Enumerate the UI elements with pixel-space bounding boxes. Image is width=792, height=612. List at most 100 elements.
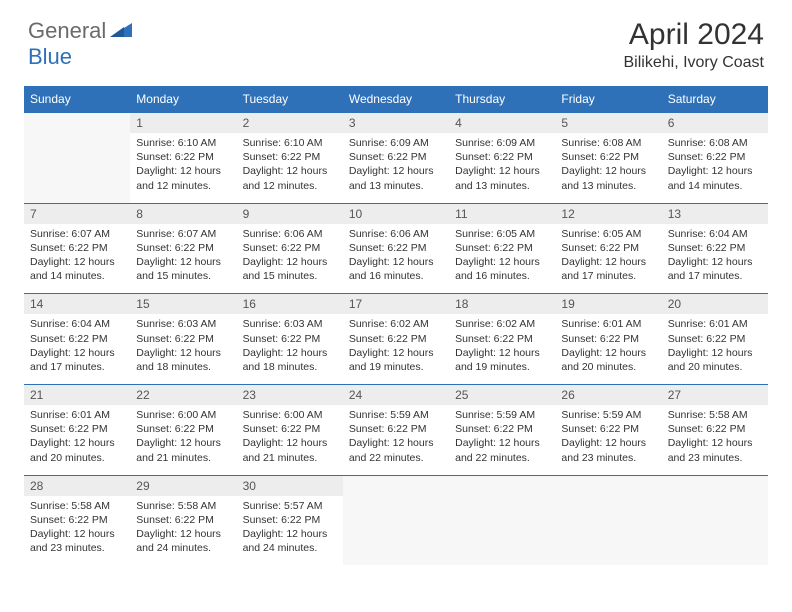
daylight-text: and 13 minutes. xyxy=(349,179,443,193)
daylight-text: Daylight: 12 hours xyxy=(136,164,230,178)
day-number-row: 282930 xyxy=(24,475,768,496)
weekday-header: Saturday xyxy=(662,86,768,113)
sunset-text: Sunset: 6:22 PM xyxy=(136,332,230,346)
month-title: April 2024 xyxy=(624,18,765,52)
daylight-text: Daylight: 12 hours xyxy=(561,255,655,269)
day-content-row: Sunrise: 5:58 AMSunset: 6:22 PMDaylight:… xyxy=(24,496,768,566)
sunrise-text: Sunrise: 6:04 AM xyxy=(668,227,762,241)
sunset-text: Sunset: 6:22 PM xyxy=(455,422,549,436)
sunset-text: Sunset: 6:22 PM xyxy=(243,332,337,346)
sunrise-text: Sunrise: 6:07 AM xyxy=(30,227,124,241)
daylight-text: Daylight: 12 hours xyxy=(243,346,337,360)
day-number: 2 xyxy=(237,113,343,134)
sunrise-text: Sunrise: 5:59 AM xyxy=(349,408,443,422)
daylight-text: and 18 minutes. xyxy=(136,360,230,374)
day-number xyxy=(24,113,130,134)
sunrise-text: Sunrise: 6:03 AM xyxy=(243,317,337,331)
day-number: 18 xyxy=(449,294,555,315)
day-number: 9 xyxy=(237,203,343,224)
day-cell: Sunrise: 6:00 AMSunset: 6:22 PMDaylight:… xyxy=(237,405,343,475)
sunset-text: Sunset: 6:22 PM xyxy=(30,241,124,255)
daylight-text: and 20 minutes. xyxy=(561,360,655,374)
daylight-text: and 12 minutes. xyxy=(136,179,230,193)
daylight-text: and 23 minutes. xyxy=(561,451,655,465)
sunrise-text: Sunrise: 6:09 AM xyxy=(455,136,549,150)
sunrise-text: Sunrise: 5:58 AM xyxy=(668,408,762,422)
sunrise-text: Sunrise: 6:06 AM xyxy=(349,227,443,241)
weekday-header: Thursday xyxy=(449,86,555,113)
daylight-text: Daylight: 12 hours xyxy=(243,527,337,541)
sunrise-text: Sunrise: 6:05 AM xyxy=(455,227,549,241)
sunrise-text: Sunrise: 6:02 AM xyxy=(349,317,443,331)
day-cell: Sunrise: 6:01 AMSunset: 6:22 PMDaylight:… xyxy=(24,405,130,475)
day-cell: Sunrise: 5:58 AMSunset: 6:22 PMDaylight:… xyxy=(130,496,236,566)
day-cell: Sunrise: 6:02 AMSunset: 6:22 PMDaylight:… xyxy=(449,314,555,384)
day-number: 15 xyxy=(130,294,236,315)
daylight-text: and 23 minutes. xyxy=(30,541,124,555)
sunset-text: Sunset: 6:22 PM xyxy=(349,332,443,346)
sunrise-text: Sunrise: 6:08 AM xyxy=(668,136,762,150)
sunset-text: Sunset: 6:22 PM xyxy=(455,332,549,346)
daylight-text: Daylight: 12 hours xyxy=(561,346,655,360)
daylight-text: and 20 minutes. xyxy=(668,360,762,374)
day-number: 22 xyxy=(130,385,236,406)
day-cell: Sunrise: 6:07 AMSunset: 6:22 PMDaylight:… xyxy=(24,224,130,294)
daylight-text: and 19 minutes. xyxy=(349,360,443,374)
day-cell: Sunrise: 6:04 AMSunset: 6:22 PMDaylight:… xyxy=(24,314,130,384)
sunset-text: Sunset: 6:22 PM xyxy=(668,422,762,436)
weekday-header: Wednesday xyxy=(343,86,449,113)
day-cell xyxy=(662,496,768,566)
daylight-text: Daylight: 12 hours xyxy=(349,255,443,269)
day-cell: Sunrise: 5:59 AMSunset: 6:22 PMDaylight:… xyxy=(449,405,555,475)
day-content-row: Sunrise: 6:07 AMSunset: 6:22 PMDaylight:… xyxy=(24,224,768,294)
daylight-text: Daylight: 12 hours xyxy=(455,255,549,269)
sunrise-text: Sunrise: 6:07 AM xyxy=(136,227,230,241)
day-number xyxy=(662,475,768,496)
day-number: 3 xyxy=(343,113,449,134)
day-cell xyxy=(343,496,449,566)
daylight-text: and 13 minutes. xyxy=(455,179,549,193)
title-block: April 2024 Bilikehi, Ivory Coast xyxy=(624,18,765,72)
day-cell: Sunrise: 6:08 AMSunset: 6:22 PMDaylight:… xyxy=(662,133,768,203)
daylight-text: Daylight: 12 hours xyxy=(30,436,124,450)
day-number-row: 14151617181920 xyxy=(24,294,768,315)
daylight-text: and 22 minutes. xyxy=(455,451,549,465)
day-number: 5 xyxy=(555,113,661,134)
daylight-text: Daylight: 12 hours xyxy=(30,255,124,269)
daylight-text: Daylight: 12 hours xyxy=(561,164,655,178)
day-cell: Sunrise: 5:57 AMSunset: 6:22 PMDaylight:… xyxy=(237,496,343,566)
sunrise-text: Sunrise: 6:01 AM xyxy=(668,317,762,331)
daylight-text: Daylight: 12 hours xyxy=(30,346,124,360)
day-cell: Sunrise: 6:10 AMSunset: 6:22 PMDaylight:… xyxy=(130,133,236,203)
daylight-text: Daylight: 12 hours xyxy=(561,436,655,450)
day-number: 10 xyxy=(343,203,449,224)
daylight-text: and 14 minutes. xyxy=(668,179,762,193)
daylight-text: and 15 minutes. xyxy=(136,269,230,283)
day-number-row: 123456 xyxy=(24,113,768,134)
daylight-text: Daylight: 12 hours xyxy=(349,346,443,360)
weekday-header: Tuesday xyxy=(237,86,343,113)
sunset-text: Sunset: 6:22 PM xyxy=(30,513,124,527)
sunset-text: Sunset: 6:22 PM xyxy=(349,422,443,436)
daylight-text: and 24 minutes. xyxy=(243,541,337,555)
day-cell: Sunrise: 5:58 AMSunset: 6:22 PMDaylight:… xyxy=(662,405,768,475)
day-cell: Sunrise: 5:58 AMSunset: 6:22 PMDaylight:… xyxy=(24,496,130,566)
calendar-table: Sunday Monday Tuesday Wednesday Thursday… xyxy=(24,86,768,565)
day-number-row: 78910111213 xyxy=(24,203,768,224)
day-number: 19 xyxy=(555,294,661,315)
sunrise-text: Sunrise: 6:05 AM xyxy=(561,227,655,241)
sunset-text: Sunset: 6:22 PM xyxy=(668,150,762,164)
location: Bilikehi, Ivory Coast xyxy=(624,54,765,72)
sunset-text: Sunset: 6:22 PM xyxy=(668,241,762,255)
sunset-text: Sunset: 6:22 PM xyxy=(136,513,230,527)
day-content-row: Sunrise: 6:04 AMSunset: 6:22 PMDaylight:… xyxy=(24,314,768,384)
day-number: 1 xyxy=(130,113,236,134)
day-cell: Sunrise: 6:04 AMSunset: 6:22 PMDaylight:… xyxy=(662,224,768,294)
day-cell: Sunrise: 6:03 AMSunset: 6:22 PMDaylight:… xyxy=(130,314,236,384)
daylight-text: and 21 minutes. xyxy=(136,451,230,465)
day-number xyxy=(449,475,555,496)
sunset-text: Sunset: 6:22 PM xyxy=(136,150,230,164)
sunrise-text: Sunrise: 5:58 AM xyxy=(136,499,230,513)
daylight-text: and 12 minutes. xyxy=(243,179,337,193)
day-number: 25 xyxy=(449,385,555,406)
